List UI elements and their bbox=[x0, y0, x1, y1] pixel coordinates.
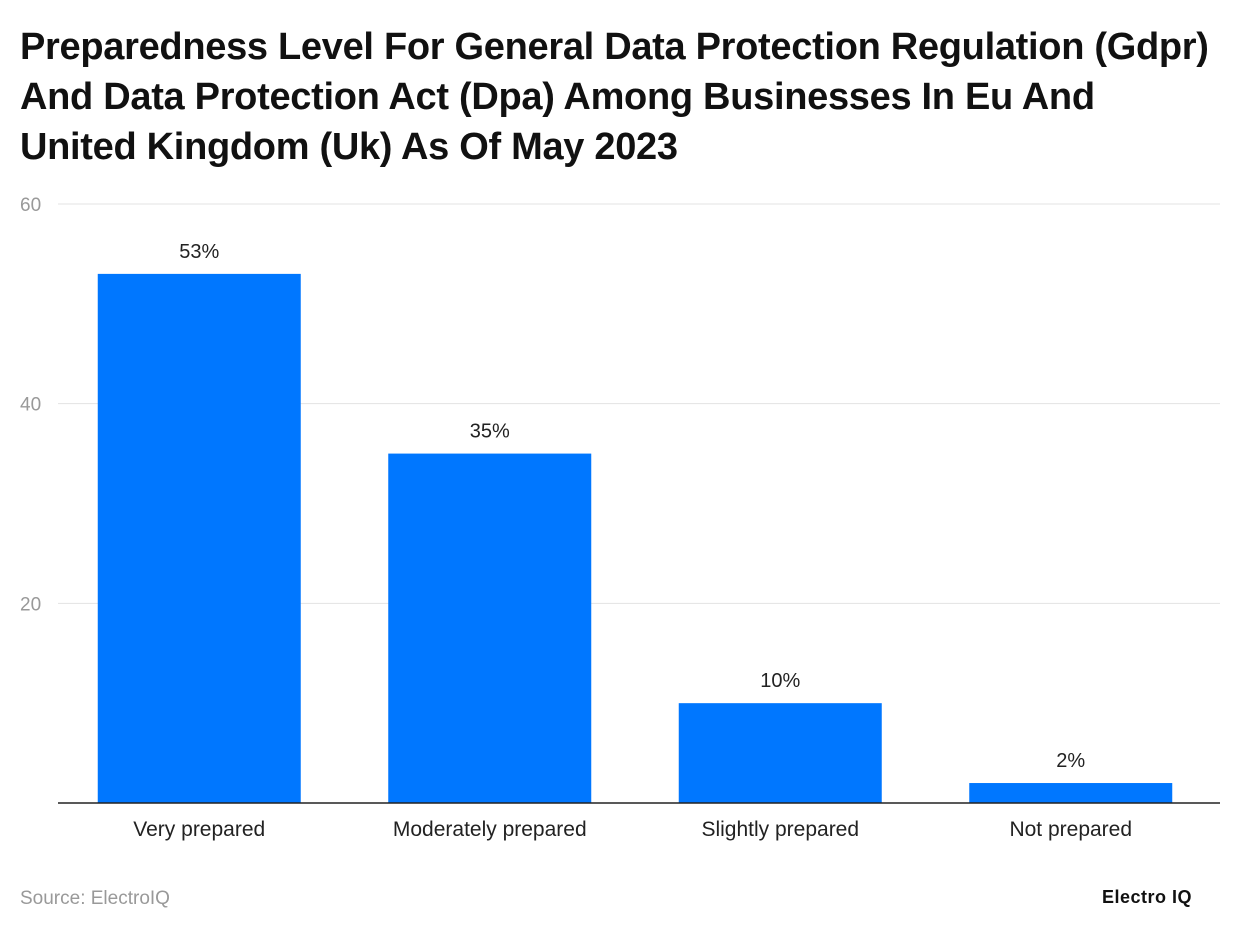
y-tick-label: 20 bbox=[20, 594, 41, 615]
data-label: 53% bbox=[179, 241, 219, 263]
bar bbox=[97, 273, 301, 804]
data-label: 2% bbox=[1056, 750, 1085, 772]
y-tick-label: 60 bbox=[20, 195, 41, 216]
data-label: 35% bbox=[470, 421, 510, 443]
bar bbox=[969, 783, 1173, 803]
source-note: Source: ElectroIQ bbox=[20, 888, 170, 909]
bar bbox=[388, 453, 592, 803]
bar bbox=[678, 703, 882, 803]
x-tick-label: Slightly prepared bbox=[701, 818, 859, 841]
x-tick-label: Moderately prepared bbox=[393, 818, 587, 841]
data-label: 10% bbox=[760, 670, 800, 692]
y-tick-label: 40 bbox=[20, 395, 41, 416]
chart-title: Preparedness Level For General Data Prot… bbox=[20, 26, 1209, 168]
x-tick-label: Very prepared bbox=[133, 818, 265, 841]
electroiq-logo: Electro IQ bbox=[1102, 887, 1193, 907]
x-tick-label: Not prepared bbox=[1009, 818, 1132, 841]
